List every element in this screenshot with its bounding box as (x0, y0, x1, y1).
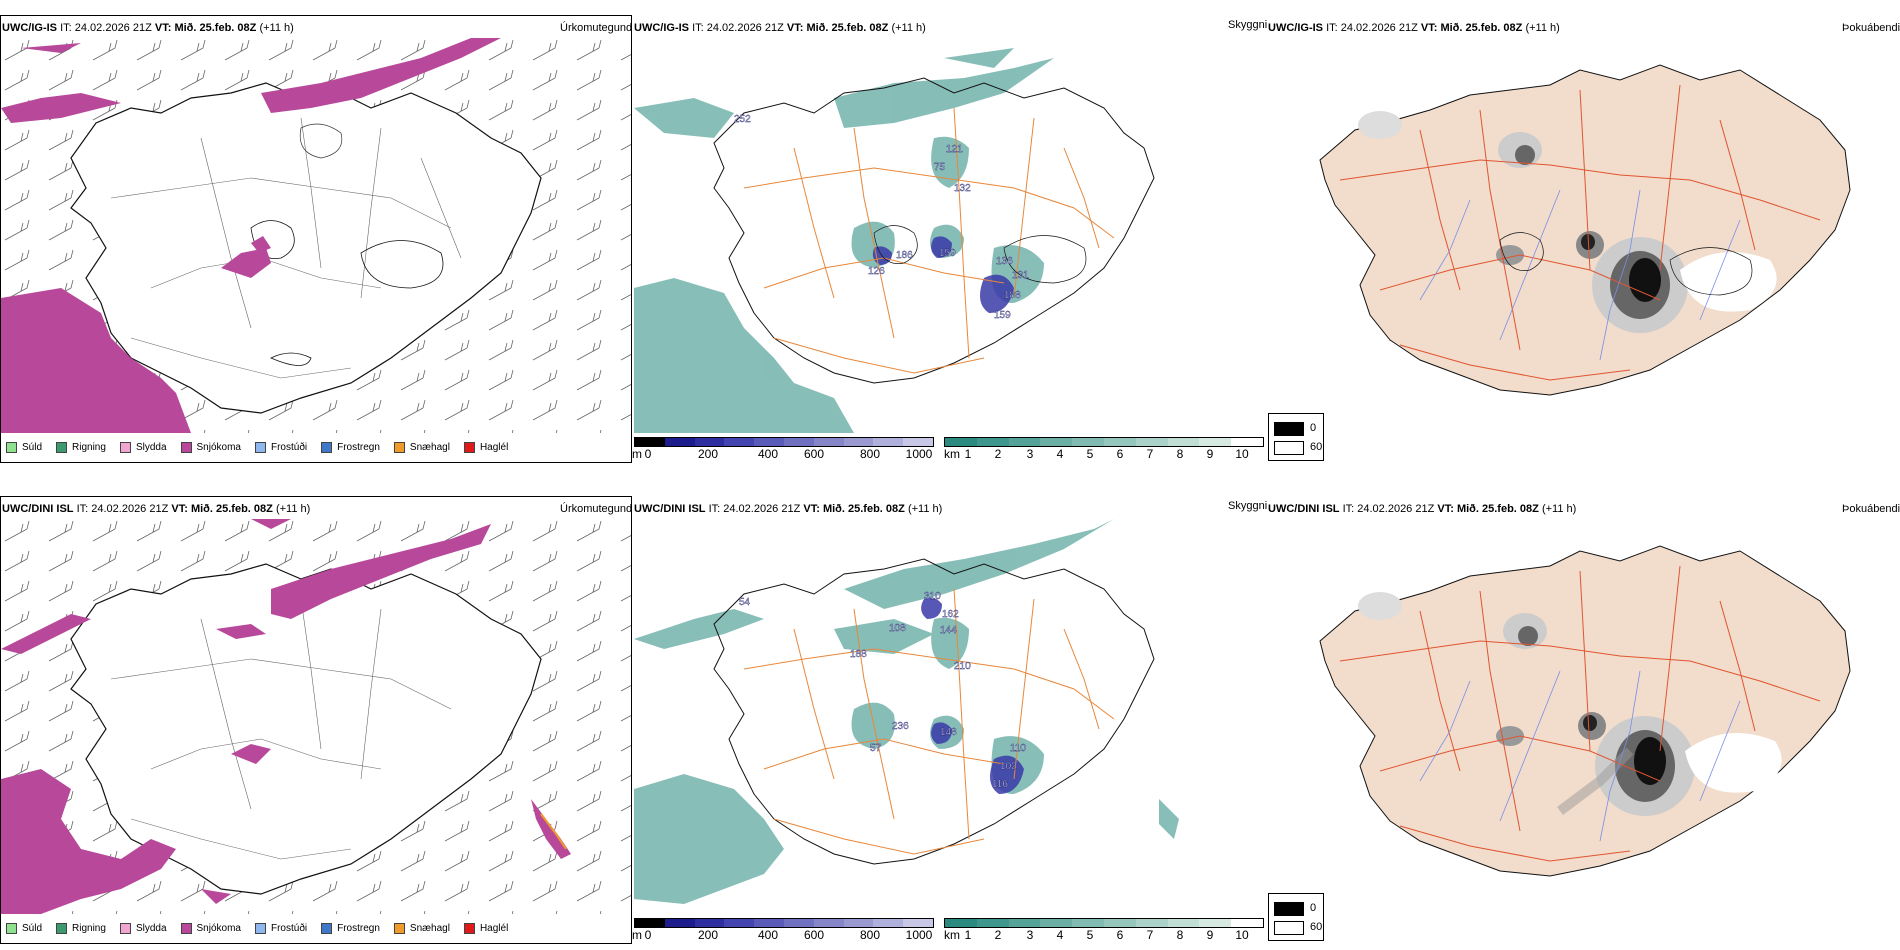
model-name: UWC/DINI ISL (2, 503, 74, 515)
vt-label: VT: (1437, 503, 1454, 515)
cbar-unit: m (632, 447, 642, 461)
it-value: 24.02.2026 21Z (1340, 22, 1418, 34)
precip-type-map-2 (1, 519, 631, 914)
vt-label: VT: (154, 22, 172, 34)
fog-legend-swatch-60 (1274, 441, 1304, 455)
fog-index-map (1319, 64, 1851, 396)
fog-legend-swatch-60 (1274, 921, 1304, 935)
legend-item-frostudi: Frostúði (254, 923, 307, 934)
cloud-panel-title-2: Skyggni (1228, 500, 1268, 512)
legend-item-frostudi: Frostúði (254, 442, 307, 453)
precip-panel-title-2: Úrkomutegund (560, 503, 633, 515)
legend-item-snaehagl: Snæhagl (393, 442, 450, 453)
model-name: UWC/IG-IS (634, 22, 689, 34)
cbar-segments (634, 437, 934, 447)
precip-type-panel-frame-2 (0, 496, 632, 944)
fog-index-map-2 (1319, 545, 1851, 877)
model-name: UWC/IG-IS (1268, 22, 1323, 34)
lead-time: (+11 h) (907, 503, 943, 515)
visibility-ticks-2: km 1 2 3 4 5 6 7 8 9 10 (944, 928, 1249, 942)
fog-legend-label-0: 0 (1310, 902, 1317, 914)
fog-legend-label-60: 60 (1310, 921, 1323, 933)
precip-type-legend: Súld Rigning Slydda Snjókoma Frostúði Fr… (6, 442, 522, 453)
lead-time: (+11 h) (1541, 503, 1577, 515)
it-value: 24.02.2026 21Z (91, 503, 169, 515)
legend-item-slydda: Slydda (119, 442, 167, 453)
cloud-visibility-map (634, 48, 1155, 433)
precip-panel-header: UWC/IG-IS IT: 24.02.2026 21Z VT: Mið. 25… (2, 21, 294, 35)
model-name: UWC/IG-IS (2, 22, 57, 34)
model-name: UWC/DINI ISL (634, 503, 706, 515)
it-value: 24.02.2026 21Z (706, 22, 784, 34)
fog-legend-label-0: 0 (1310, 422, 1317, 434)
precip-panel-title: Úrkomutegund (560, 22, 633, 34)
it-value: 24.02.2026 21Z (74, 22, 152, 34)
lead-time: (+11 h) (891, 22, 926, 34)
lead-time: (+11 h) (259, 22, 294, 34)
vt-value: Mið. 25.feb. 08Z (1440, 22, 1523, 34)
legend-item-snaehagl: Snæhagl (393, 923, 450, 934)
visibility-colorbar-2 (944, 918, 1264, 928)
visibility-ticks: km 1 2 3 4 5 6 7 8 9 10 (944, 447, 1249, 461)
precip-type-map (1, 38, 631, 433)
precip-type-legend-2: Súld Rigning Slydda Snjókoma Frostúði Fr… (6, 923, 522, 934)
legend-item-hagel: Haglél (463, 442, 508, 453)
fog-panel-title-2: Þokuábendi (1842, 503, 1900, 515)
legend-item-frostregn: Frostregn (321, 923, 380, 934)
legend-item-slydda: Slydda (119, 923, 167, 934)
vt-label: VT: (1420, 22, 1438, 34)
cloud-base-ticks-2: m 0 200 400 600 800 1000 (632, 928, 933, 942)
model-name: UWC/DINI ISL (1268, 503, 1340, 515)
legend-item-sudl: Súld (6, 923, 42, 934)
vt-value: Mið. 25.feb. 08Z (190, 503, 273, 515)
legend-item-snjokoma: Snjókoma (180, 442, 241, 453)
it-label: IT: (692, 22, 704, 34)
legend-item-frostregn: Frostregn (321, 442, 380, 453)
fog-legend-label-60: 60 (1310, 441, 1323, 453)
legend-item-rigning: Rigning (56, 923, 106, 934)
lead-time: (+11 h) (275, 503, 311, 515)
vt-value: Mið. 25.feb. 08Z (174, 22, 257, 34)
legend-item-hagel: Haglél (463, 923, 508, 934)
it-label: IT: (1326, 22, 1338, 34)
fog-panel-title: Þokuábendi (1842, 22, 1900, 34)
vt-label: VT: (803, 503, 820, 515)
it-label: IT: (1342, 503, 1355, 515)
fog-panel-header: UWC/IG-IS IT: 24.02.2026 21Z VT: Mið. 25… (1268, 21, 1560, 35)
vt-value: Mið. 25.feb. 08Z (806, 22, 889, 34)
fog-legend-swatch-0 (1274, 902, 1304, 916)
vt-label: VT: (786, 22, 804, 34)
it-value: 24.02.2026 21Z (723, 503, 801, 515)
vt-label: VT: (171, 503, 188, 515)
it-label: IT: (708, 503, 721, 515)
cloud-panel-title: Skyggni (1228, 19, 1268, 31)
it-label: IT: (60, 22, 72, 34)
cloud-base-ticks: m 0 200 400 600 800 1000 (632, 447, 933, 461)
precip-type-panel-frame (0, 15, 632, 463)
vt-value: Mið. 25.feb. 08Z (1456, 503, 1539, 515)
fog-legend-swatch-0 (1274, 422, 1304, 436)
fog-panel-header-2: UWC/DINI ISL IT: 24.02.2026 21Z VT: Mið.… (1268, 502, 1576, 516)
iceland-outline (70, 82, 542, 414)
it-value: 24.02.2026 21Z (1357, 503, 1435, 515)
fog-index-legend-2: 0 60 (1268, 893, 1324, 941)
legend-item-rigning: Rigning (56, 442, 106, 453)
it-label: IT: (76, 503, 89, 515)
precip-panel-header-2: UWC/DINI ISL IT: 24.02.2026 21Z VT: Mið.… (2, 502, 310, 516)
fog-index-legend: 0 60 (1268, 413, 1324, 461)
legend-item-snjokoma: Snjókoma (180, 923, 241, 934)
cloud-panel-header: UWC/IG-IS IT: 24.02.2026 21Z VT: Mið. 25… (634, 21, 926, 35)
vt-value: Mið. 25.feb. 08Z (822, 503, 905, 515)
visibility-colorbar (944, 437, 1264, 447)
cloud-panel-header-2: UWC/DINI ISL IT: 24.02.2026 21Z VT: Mið.… (634, 502, 942, 516)
lead-time: (+11 h) (1525, 22, 1560, 34)
cloud-base-colorbar (634, 437, 934, 447)
cloud-visibility-map-2 (634, 519, 1179, 904)
legend-item-sudl: Súld (6, 442, 42, 453)
cloud-base-colorbar-2 (634, 918, 934, 928)
